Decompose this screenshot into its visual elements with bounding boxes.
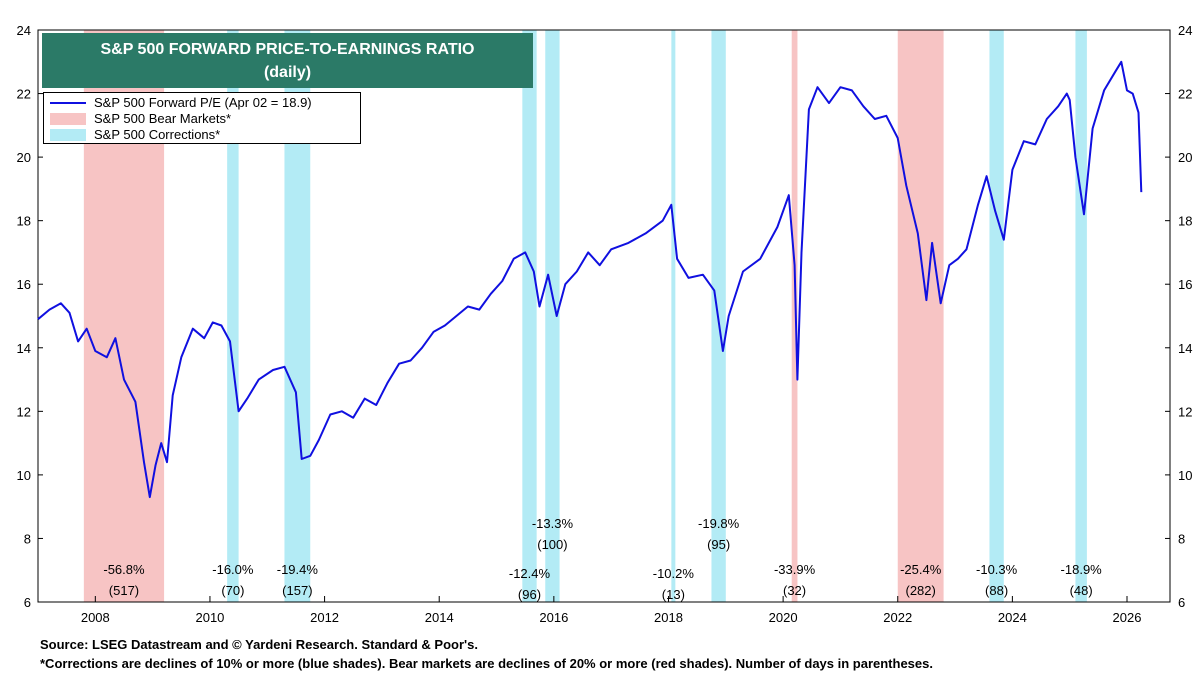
band-decline-label: -10.3% (976, 562, 1018, 577)
band-decline-label: -13.3% (532, 516, 574, 531)
correction-band (227, 30, 239, 602)
x-tick-label: 2026 (1113, 610, 1142, 625)
legend: S&P 500 Forward P/E (Apr 02 = 18.9) S&P … (43, 92, 361, 144)
y-tick-label-right: 12 (1178, 404, 1192, 419)
x-tick-label: 2020 (769, 610, 798, 625)
y-tick-label-left: 20 (17, 150, 31, 165)
series-line-forward-pe (37, 60, 1143, 499)
y-tick-label-left: 18 (17, 214, 31, 229)
correction-band (1075, 30, 1087, 602)
y-tick-label-left: 8 (24, 531, 31, 546)
band-annotations: -56.8% (517) -16.0% (70) -19.4% (157) -12.4% (9… (103, 516, 1102, 602)
band-days-label: (32) (783, 583, 806, 598)
chart-title: S&P 500 FORWARD PRICE-TO-EARNINGS RATIO (100, 41, 475, 58)
correction-band (671, 30, 676, 602)
legend-label: S&P 500 Bear Markets* (94, 111, 232, 126)
y-tick-label-left: 14 (17, 341, 31, 356)
chart-title-box: S&P 500 FORWARD PRICE-TO-EARNINGS RATIO … (42, 33, 533, 88)
footnote: *Corrections are declines of 10% or more… (40, 656, 933, 671)
band-days-label: (100) (537, 537, 567, 552)
band-days-label: (13) (662, 587, 685, 602)
legend-swatch-bear (50, 113, 86, 125)
x-tick-label: 2008 (81, 610, 110, 625)
x-tick-label: 2022 (883, 610, 912, 625)
plot-frame (37, 29, 1171, 603)
bear-market-band (791, 30, 798, 602)
band-days-label: (95) (707, 537, 730, 552)
bear-market-band (897, 30, 944, 602)
y-tick-label-right: 6 (1178, 595, 1185, 610)
band-days-label: (96) (518, 587, 541, 602)
band-decline-label: -18.9% (1061, 562, 1103, 577)
band-decline-label: -33.9% (774, 562, 816, 577)
y-tick-label-right: 18 (1178, 214, 1192, 229)
y-tick-label-left: 24 (17, 23, 31, 38)
chart-subtitle: (daily) (263, 64, 312, 81)
y-tick-label-right: 22 (1178, 87, 1192, 102)
y-tick-label-right: 8 (1178, 531, 1185, 546)
legend-swatch-correction (50, 129, 86, 141)
x-tick-label: 2014 (425, 610, 454, 625)
x-tick-label: 2018 (654, 610, 683, 625)
y-tick-label-right: 24 (1178, 23, 1192, 38)
y-tick-label-left: 16 (17, 277, 31, 292)
band-decline-label: -56.8% (103, 562, 145, 577)
y-tick-label-right: 16 (1178, 277, 1192, 292)
band-decline-label: -19.8% (698, 516, 740, 531)
band-decline-label: -12.4% (509, 566, 551, 581)
series-lines (37, 60, 1143, 499)
band-days-label: (88) (985, 583, 1008, 598)
band-decline-label: -16.0% (212, 562, 254, 577)
x-tick-label: 2024 (998, 610, 1027, 625)
x-tick-label: 2016 (539, 610, 568, 625)
legend-label: S&P 500 Corrections* (94, 127, 221, 142)
band-days-label: (157) (282, 583, 312, 598)
correction-band (545, 30, 560, 602)
y-tick-label-left: 6 (24, 595, 31, 610)
y-tick-label-left: 10 (17, 468, 31, 483)
source-note: Source: LSEG Datastream and © Yardeni Re… (40, 637, 478, 652)
y-tick-label-left: 22 (17, 87, 31, 102)
correction-band (522, 30, 537, 602)
band-decline-label: -25.4% (900, 562, 942, 577)
y-tick-label-right: 14 (1178, 341, 1192, 356)
legend-swatch-line (50, 102, 86, 104)
legend-label: S&P 500 Forward P/E (Apr 02 = 18.9) (94, 95, 312, 110)
band-decline-label: -19.4% (277, 562, 319, 577)
band-decline-label: -10.2% (653, 566, 695, 581)
y-tick-label-right: 10 (1178, 468, 1192, 483)
band-days-label: (70) (221, 583, 244, 598)
band-days-label: (517) (109, 583, 139, 598)
x-tick-label: 2012 (310, 610, 339, 625)
y-tick-label-left: 12 (17, 404, 31, 419)
y-tick-label-right: 20 (1178, 150, 1192, 165)
band-days-label: (48) (1070, 583, 1093, 598)
x-tick-label: 2010 (195, 610, 224, 625)
band-days-label: (282) (905, 583, 935, 598)
correction-band (989, 30, 1004, 602)
